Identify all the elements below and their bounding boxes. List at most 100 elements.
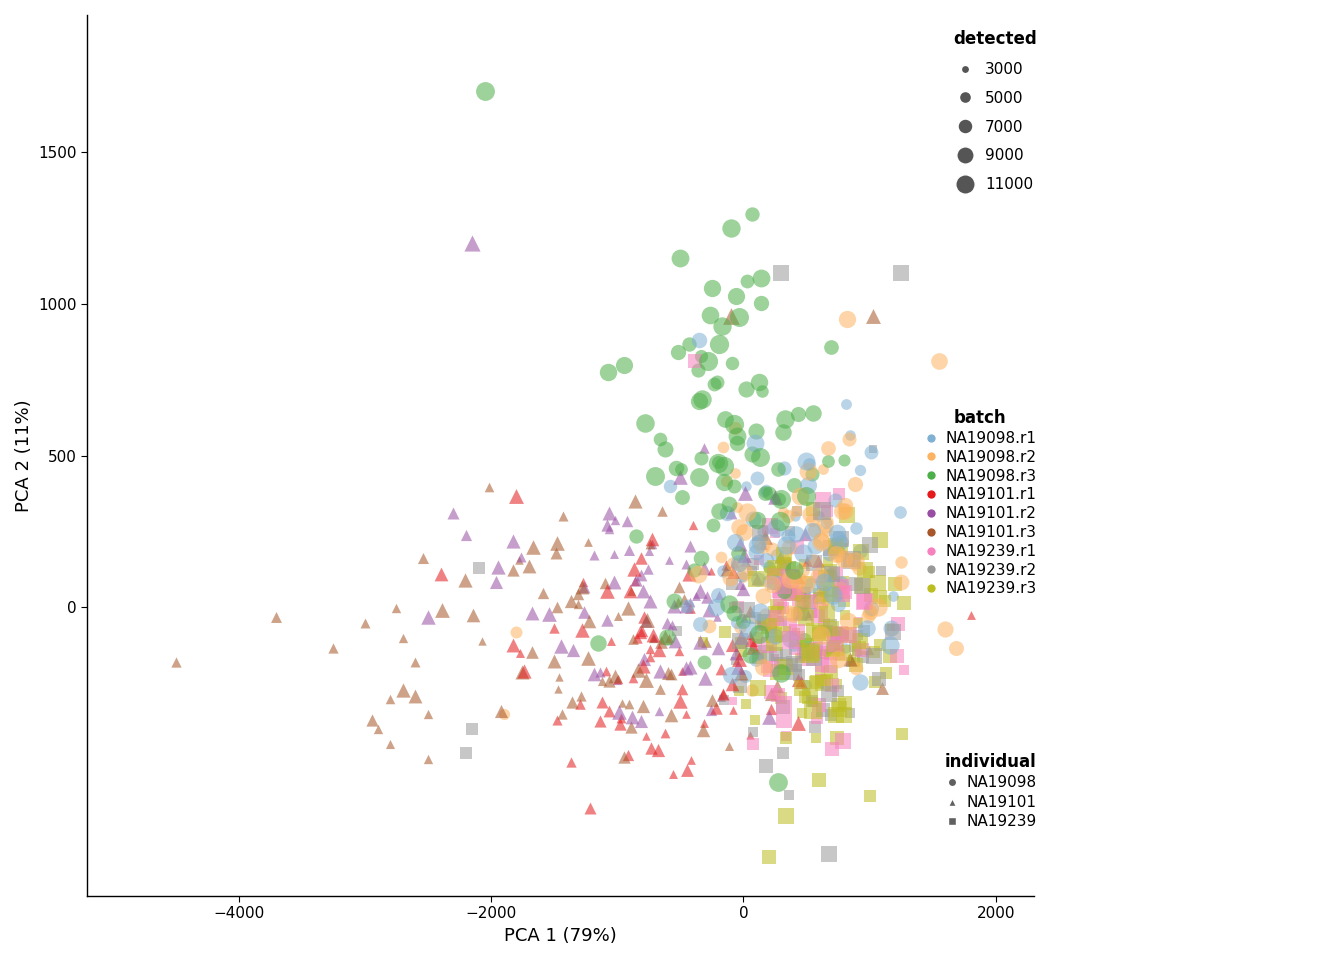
Point [843, 553, 864, 568]
Point [774, 660, 796, 675]
Point [781, 587, 802, 602]
Point [694, 715, 715, 731]
Point [668, 579, 689, 594]
Point [598, 673, 620, 688]
Point [519, 558, 540, 573]
Point [745, 571, 766, 587]
Point [832, 541, 853, 557]
Point [735, 564, 757, 580]
Point [732, 613, 754, 629]
Point [844, 476, 866, 492]
Point [417, 610, 438, 625]
Point [801, 606, 823, 621]
Point [671, 461, 692, 476]
Point [828, 547, 849, 563]
Point [720, 506, 742, 521]
Point [833, 593, 855, 609]
Point [825, 546, 847, 562]
Point [769, 591, 790, 607]
Point [598, 521, 620, 537]
Point [828, 531, 849, 546]
Point [509, 645, 531, 660]
Point [523, 540, 544, 555]
Point [456, 746, 477, 761]
Point [775, 731, 797, 746]
Point [875, 665, 896, 681]
Point [841, 552, 863, 567]
Point [616, 513, 637, 528]
Point [656, 614, 677, 630]
Point [831, 586, 852, 601]
Point [817, 846, 839, 861]
Point [774, 583, 796, 598]
Point [840, 655, 862, 670]
Point [630, 550, 652, 565]
Point [786, 503, 808, 518]
Point [765, 647, 786, 662]
Point [583, 667, 605, 683]
Point [746, 513, 767, 528]
Point [801, 467, 823, 482]
Point [784, 585, 805, 600]
Point [813, 574, 835, 589]
Point [641, 531, 663, 546]
Point [792, 681, 813, 696]
Point [860, 788, 882, 804]
Point [759, 518, 781, 534]
Point [755, 552, 777, 567]
Point [750, 270, 771, 285]
Point [780, 631, 801, 646]
Point [784, 641, 805, 657]
Point [621, 719, 642, 734]
Point [617, 747, 638, 762]
Point [638, 641, 660, 657]
Point [648, 703, 669, 718]
Point [767, 775, 789, 790]
Point [700, 702, 722, 717]
Point [722, 599, 743, 614]
Point [810, 533, 832, 548]
Point [696, 635, 718, 650]
Point [461, 721, 482, 736]
Point [669, 251, 691, 266]
Point [501, 533, 523, 548]
Point [392, 683, 414, 698]
Point [769, 581, 790, 596]
Point [821, 642, 843, 658]
Point [825, 640, 847, 656]
Point [591, 694, 613, 709]
Point [573, 575, 594, 590]
Point [879, 648, 900, 663]
Point [633, 699, 655, 714]
Point [590, 713, 612, 729]
Point [667, 345, 688, 360]
Point [728, 679, 750, 694]
Point [687, 566, 708, 582]
Point [857, 564, 879, 580]
Point [767, 492, 789, 507]
Point [675, 598, 696, 613]
Point [730, 576, 751, 591]
Point [852, 649, 874, 664]
Point [712, 686, 734, 702]
Point [765, 490, 786, 505]
Point [728, 684, 750, 699]
Point [880, 619, 902, 635]
Point [818, 686, 840, 702]
Point [696, 588, 718, 604]
Point [761, 686, 782, 702]
Point [825, 537, 847, 552]
Point [626, 631, 648, 646]
Point [692, 635, 714, 650]
Point [781, 558, 802, 573]
Point [884, 576, 906, 591]
Point [755, 483, 777, 498]
Point [659, 630, 680, 645]
Point [766, 679, 788, 694]
Point [820, 540, 841, 556]
Point [778, 570, 800, 586]
Y-axis label: PCA 2 (11%): PCA 2 (11%) [15, 399, 34, 512]
Point [640, 649, 661, 664]
Point [726, 499, 747, 515]
Point [765, 687, 786, 703]
